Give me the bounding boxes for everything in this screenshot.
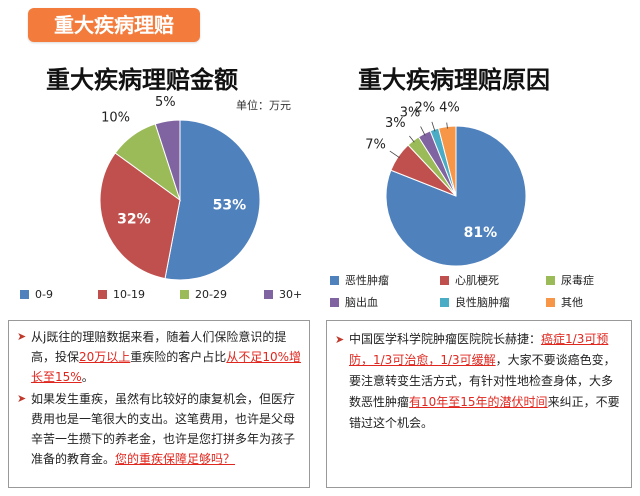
leader-line-5 xyxy=(431,121,436,132)
leader-line-4 xyxy=(420,126,426,136)
legend-swatch xyxy=(330,297,339,307)
legend-label: 脑出血 xyxy=(345,296,378,309)
right-note-paragraph-1: ➤ 中国医学科学院肿瘤医院院长赫捷：癌症1/3可预防，1/3可治愈，1/3可缓解，… xyxy=(335,329,623,434)
arrow-bullet-icon: ➤ xyxy=(17,330,27,343)
leader-line-3 xyxy=(409,135,415,143)
legend-label: 30+ xyxy=(279,288,303,301)
legend-item-3: 20-29 xyxy=(180,288,227,301)
note-text: 来纠正，不要错过这个机会。 xyxy=(349,395,620,430)
pie-slice-2 xyxy=(99,152,181,280)
note-highlight: 癌症1/3可预防，1/3可治愈，1/3可缓解 xyxy=(349,332,609,367)
legend-label: 良性脑肿瘤 xyxy=(455,296,510,309)
note-highlight: 20万以上 xyxy=(79,350,131,364)
arrow-bullet-icon: ➤ xyxy=(17,392,27,405)
legend-swatch xyxy=(546,297,555,307)
legend-item-4: 30+ xyxy=(264,288,302,301)
legend-item-1: 0-9 xyxy=(20,288,53,301)
legend-label: 0-9 xyxy=(35,288,53,301)
leader-line-6 xyxy=(446,122,448,129)
slice-label-1: 53% xyxy=(213,198,247,214)
pie-slice-4 xyxy=(154,119,181,201)
legend-item-1: 恶性肿瘤 xyxy=(330,272,389,288)
legend-label: 10-19 xyxy=(113,288,145,301)
left-pie-chart: 53% 32% 10% 5% xyxy=(99,95,261,281)
note-highlight: 从不足10%增长至15% xyxy=(31,350,301,384)
left-legend: 0-9 10-19 20-29 30+ xyxy=(20,286,320,306)
note-text: 。 xyxy=(81,370,94,384)
right-legend: 恶性肿瘤 心肌梗死 尿毒症脑出血 良性脑肿瘤 其他 xyxy=(330,270,630,310)
legend-item-3: 尿毒症 xyxy=(546,272,594,288)
legend-label: 恶性肿瘤 xyxy=(345,274,389,287)
legend-label: 尿毒症 xyxy=(561,274,594,287)
note-text: 如果发生重疾，虽然有比较好的康复机会，但医疗费用也是一笔很大的支出。这笔费用，也… xyxy=(31,392,296,466)
legend-item-2: 心肌梗死 xyxy=(440,272,499,288)
note-text: ，大家不要谈癌色变，要注意转变生活方式，有针对性地检查身体，大多数恶性肿瘤 xyxy=(349,353,616,409)
unit-label: 单位：万元 xyxy=(236,99,291,112)
left-chart-title: 重大疾病理赔金额 xyxy=(46,66,238,94)
legend-label: 心肌梗死 xyxy=(455,274,499,287)
legend-item-2: 10-19 xyxy=(98,288,145,301)
note-text: 中国医学科学院肿瘤医院院长赫捷： xyxy=(349,332,542,346)
note-text: 从j既往的理赔数据来看，随着人们保险意识的提高，投保 xyxy=(31,330,287,364)
legend-swatch xyxy=(20,290,29,299)
legend-swatch xyxy=(264,290,273,299)
leader-line-2 xyxy=(389,150,400,159)
legend-swatch xyxy=(98,290,107,299)
right-pie-chart: 81%7%3%3%2% 4% xyxy=(365,100,527,267)
section-badge: 重大疾病理赔 xyxy=(28,8,200,42)
right-chart-title: 重大疾病理赔原因 xyxy=(358,66,550,94)
legend-item-6: 其他 xyxy=(546,294,583,310)
left-note-box: ➤ 从j既往的理赔数据来看，随着人们保险意识的提高，投保20万以上重疾险的客户占比… xyxy=(8,320,310,488)
legend-swatch xyxy=(440,297,449,307)
note-text: 重疾险的客户占比 xyxy=(130,350,227,364)
arrow-bullet-icon: ➤ xyxy=(335,333,345,346)
slice-label-4: 5% xyxy=(155,95,176,110)
slice-label-2: 32% xyxy=(117,211,151,227)
legend-label: 20-29 xyxy=(195,288,227,301)
legend-item-4: 脑出血 xyxy=(330,294,378,310)
legend-item-5: 良性脑肿瘤 xyxy=(440,294,510,310)
legend-label: 其他 xyxy=(561,296,583,309)
slice-label-3: 10% xyxy=(101,110,130,125)
slice-label-3: 3% xyxy=(385,116,406,131)
note-highlight: 您的重疾保障足够吗？ xyxy=(115,452,236,466)
legend-swatch xyxy=(440,275,449,285)
note-highlight: 有10年至15年的潜伏时间 xyxy=(409,395,548,409)
right-note-box: ➤ 中国医学科学院肿瘤医院院长赫捷：癌症1/3可预防，1/3可治愈，1/3可缓解，… xyxy=(326,320,632,488)
slice-label-2: 7% xyxy=(365,137,386,152)
left-note-paragraph-1: ➤ 从j既往的理赔数据来看，随着人们保险意识的提高，投保20万以上重疾险的客户占比… xyxy=(17,327,301,387)
slice-label-6: 4% xyxy=(439,101,460,116)
legend-swatch xyxy=(330,275,339,285)
slice-label-5: 2% xyxy=(414,100,435,115)
slice-label-1: 81% xyxy=(464,225,498,241)
legend-swatch xyxy=(546,275,555,285)
left-note-paragraph-2: ➤ 如果发生重疾，虽然有比较好的康复机会，但医疗费用也是一笔很大的支出。这笔费用，… xyxy=(17,389,301,469)
legend-swatch xyxy=(180,290,189,299)
slice-label-4: 3% xyxy=(400,106,421,121)
pie-slice-1 xyxy=(164,119,261,281)
